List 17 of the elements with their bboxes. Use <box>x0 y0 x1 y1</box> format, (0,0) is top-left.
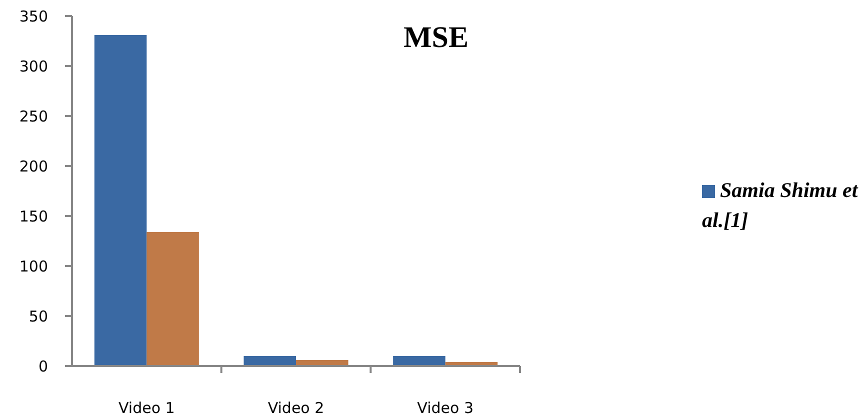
y-tick-label: 50 <box>28 307 48 326</box>
bar <box>244 356 296 366</box>
bar <box>94 35 147 366</box>
legend-label: Samia Shimu et al.[1] <box>702 178 859 232</box>
y-tick-label: 100 <box>19 257 48 276</box>
y-tick-label: 250 <box>19 107 48 126</box>
y-tick-label: 300 <box>19 57 48 76</box>
y-tick-label: 150 <box>19 207 48 226</box>
x-tick-label: Video 1 <box>118 399 175 417</box>
y-tick-label: 0 <box>38 357 48 376</box>
y-tick-label: 200 <box>19 157 48 176</box>
y-tick-label: 350 <box>19 7 48 26</box>
chart-title: MSE <box>403 21 469 54</box>
bar <box>146 232 199 366</box>
x-tick-label: Video 3 <box>417 399 474 417</box>
bar <box>393 356 446 366</box>
x-tick-label: Video 2 <box>268 399 324 417</box>
